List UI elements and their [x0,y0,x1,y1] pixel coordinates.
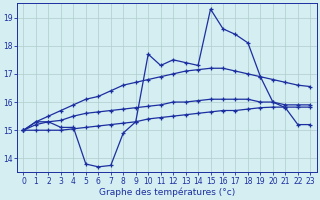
X-axis label: Graphe des températures (°c): Graphe des températures (°c) [99,187,235,197]
